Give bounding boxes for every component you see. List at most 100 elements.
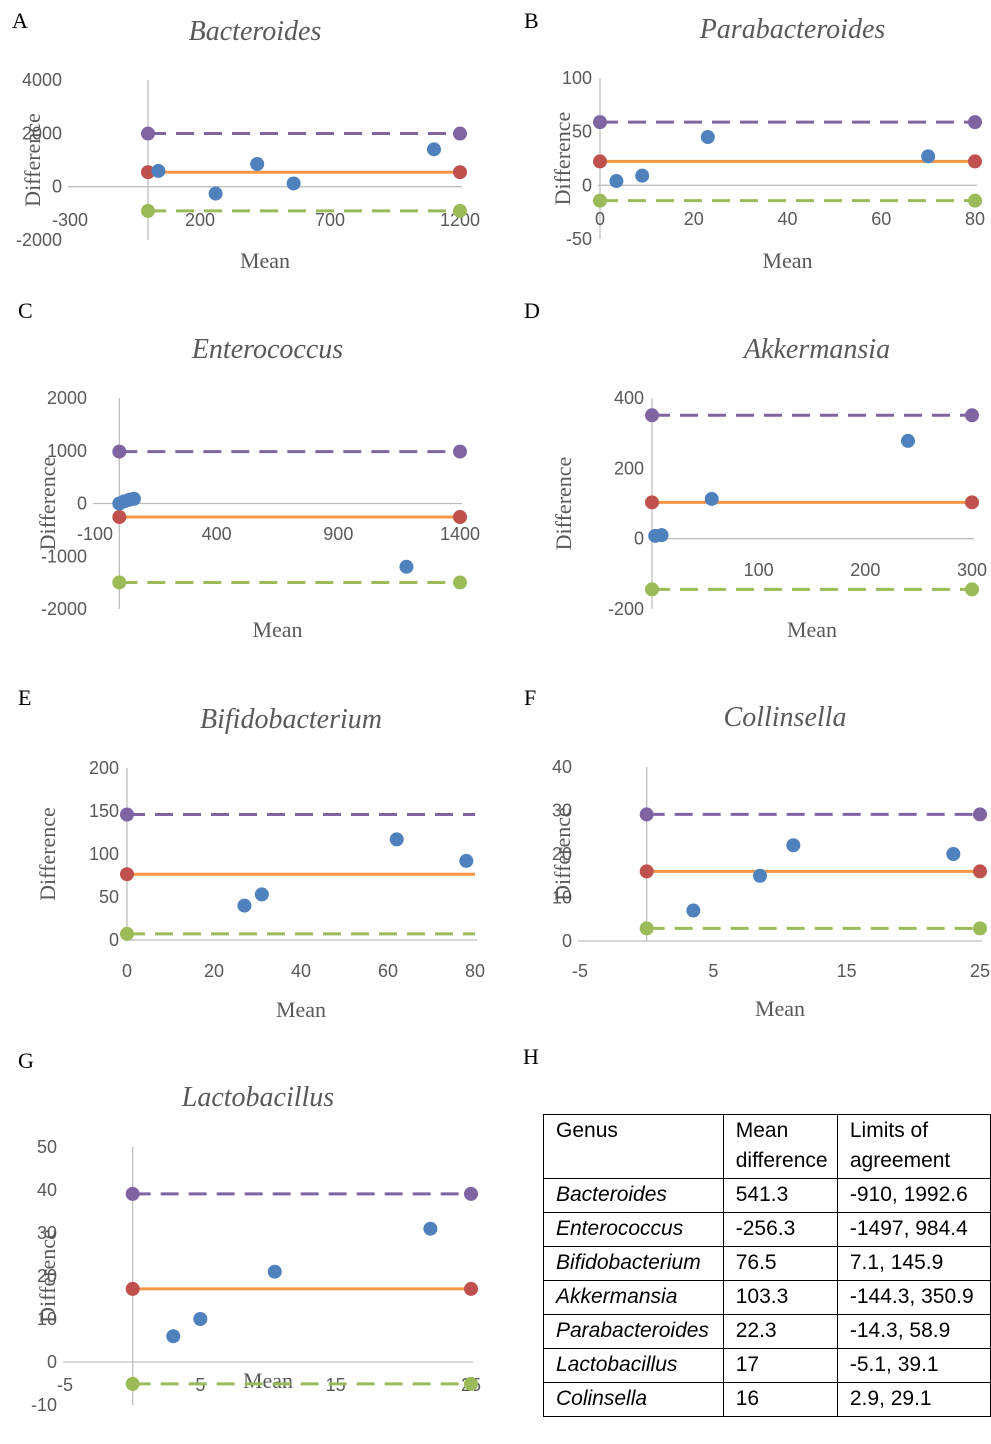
upper-limit-marker bbox=[965, 408, 979, 423]
y-tick-label: 4000 bbox=[22, 70, 62, 90]
data-point bbox=[946, 847, 961, 861]
x-tick-label: 1400 bbox=[440, 524, 480, 544]
y-tick-label: 40 bbox=[37, 1180, 57, 1200]
y-tick-label: 200 bbox=[89, 758, 119, 778]
data-point bbox=[427, 142, 441, 157]
chart-title: Collinsella bbox=[724, 702, 847, 733]
chart-title: Enterococcus bbox=[191, 334, 343, 365]
y-tick-label: 2000 bbox=[22, 123, 62, 143]
lower-limit-marker bbox=[112, 575, 127, 590]
x-axis-title: Mean bbox=[240, 248, 290, 273]
y-tick-label: 400 bbox=[614, 388, 644, 408]
panel-letter-h: H bbox=[523, 1044, 539, 1069]
lower-limit-marker bbox=[125, 1376, 140, 1391]
x-tick-label: 80 bbox=[465, 961, 485, 981]
limits-cell: -144.3, 350.9 bbox=[836, 1280, 991, 1315]
mean-difference-cell: 17 bbox=[722, 1348, 838, 1383]
x-tick-label: -100 bbox=[77, 524, 113, 544]
data-point bbox=[237, 898, 252, 913]
chart-panel-a: A Bacteroides -2000 0 2000 4000 -300 200 700 1200… bbox=[12, 8, 480, 273]
data-point bbox=[286, 176, 301, 191]
x-tick-label: 0 bbox=[595, 209, 605, 229]
chart-title: Parabacteroides bbox=[699, 14, 886, 45]
y-tick-label: 30 bbox=[37, 1223, 57, 1243]
data-point bbox=[786, 838, 801, 853]
limits-cell: 7.1, 145.9 bbox=[836, 1246, 991, 1281]
header-limits-of-agreement: Limits of agreement bbox=[836, 1114, 991, 1179]
upper-limit-marker bbox=[453, 126, 467, 141]
mean-difference-cell: 103.3 bbox=[722, 1280, 838, 1315]
lower-limit-marker bbox=[965, 582, 979, 597]
data-point bbox=[389, 832, 404, 847]
y-tick-label: -2000 bbox=[16, 230, 62, 250]
data-point bbox=[704, 491, 719, 506]
x-tick-label: 1200 bbox=[440, 210, 480, 230]
x-axis-title: Mean bbox=[787, 617, 837, 642]
x-axis-title: Mean bbox=[762, 248, 812, 273]
x-tick-label: 40 bbox=[777, 209, 797, 229]
limits-cell: 2.9, 29.1 bbox=[836, 1382, 991, 1417]
y-tick-label: -50 bbox=[566, 229, 592, 249]
mean-difference-marker bbox=[112, 510, 127, 525]
upper-limit-marker bbox=[593, 115, 607, 130]
x-tick-label: 15 bbox=[837, 961, 857, 981]
mean-difference-cell: 22.3 bbox=[722, 1314, 838, 1349]
data-point bbox=[399, 559, 414, 574]
y-axis-title: Difference bbox=[35, 457, 60, 551]
lower-limit-marker bbox=[593, 193, 607, 208]
upper-limit-marker bbox=[973, 807, 987, 822]
data-point bbox=[609, 174, 624, 189]
x-tick-label: -5 bbox=[57, 1375, 73, 1395]
y-axis-title: Difference bbox=[20, 113, 45, 207]
data-point bbox=[459, 853, 474, 868]
data-point bbox=[267, 1264, 282, 1279]
x-tick-label: 20 bbox=[684, 209, 704, 229]
panel-letter: B bbox=[524, 8, 539, 33]
chart-title: Bifidobacterium bbox=[200, 704, 382, 735]
y-tick-label: 100 bbox=[562, 68, 592, 88]
upper-limit-marker bbox=[141, 126, 155, 141]
mean-difference-marker bbox=[453, 165, 467, 180]
x-tick-label: 40 bbox=[291, 961, 311, 981]
y-axis-title: Difference bbox=[551, 457, 576, 551]
y-tick-label: 2000 bbox=[47, 388, 87, 408]
header-mean-difference-text: Mean difference bbox=[735, 1119, 828, 1172]
lower-limit-marker bbox=[639, 921, 654, 936]
panel-letter: D bbox=[524, 298, 540, 323]
data-point bbox=[193, 1312, 208, 1326]
limits-cell: -1497, 984.4 bbox=[836, 1212, 991, 1247]
header-limits-text: Limits of agreement bbox=[849, 1119, 951, 1172]
table-row: Enterococcus -256.3 -1497, 984.4 bbox=[543, 1212, 991, 1247]
y-axis-title: Difference bbox=[550, 807, 575, 901]
x-tick-label: 60 bbox=[378, 961, 398, 981]
limits-cell: -910, 1992.6 bbox=[836, 1178, 991, 1213]
y-tick-label: 50 bbox=[99, 887, 119, 907]
data-point bbox=[700, 130, 715, 145]
x-tick-label: -300 bbox=[52, 210, 88, 230]
panel-letter: A bbox=[12, 8, 28, 33]
chart-panel-c: C Enterococcus -2000 -1000 0 1000 2000 -100 400 9… bbox=[18, 298, 480, 642]
y-tick-label: 150 bbox=[89, 801, 119, 821]
lower-limit-marker bbox=[464, 1376, 478, 1391]
x-axis-title: Mean bbox=[276, 997, 326, 1022]
y-tick-label: 0 bbox=[52, 177, 62, 197]
y-tick-label: 10 bbox=[37, 1309, 57, 1329]
x-tick-label: 100 bbox=[744, 560, 774, 580]
mean-difference-cell: 16 bbox=[722, 1382, 838, 1417]
y-axis-title: Difference bbox=[550, 112, 575, 206]
table-header-row: Genus Mean difference Limits of agreemen… bbox=[543, 1114, 991, 1179]
chart-panel-f: F Collinsella 0 10 20 30 40 -5 5 15 25 Mean Differen… bbox=[524, 685, 990, 1021]
data-point bbox=[254, 887, 269, 902]
x-axis-title: Mean bbox=[252, 617, 302, 642]
panel-letter: F bbox=[524, 685, 536, 710]
y-tick-label: 0 bbox=[562, 931, 572, 951]
y-tick-label: 50 bbox=[37, 1137, 57, 1157]
header-mean-difference: Mean difference bbox=[722, 1114, 838, 1179]
upper-limit-marker bbox=[968, 115, 982, 130]
upper-limit-marker bbox=[453, 444, 467, 459]
agreement-table: Genus Mean difference Limits of agreemen… bbox=[543, 1114, 991, 1417]
data-point bbox=[686, 903, 701, 918]
